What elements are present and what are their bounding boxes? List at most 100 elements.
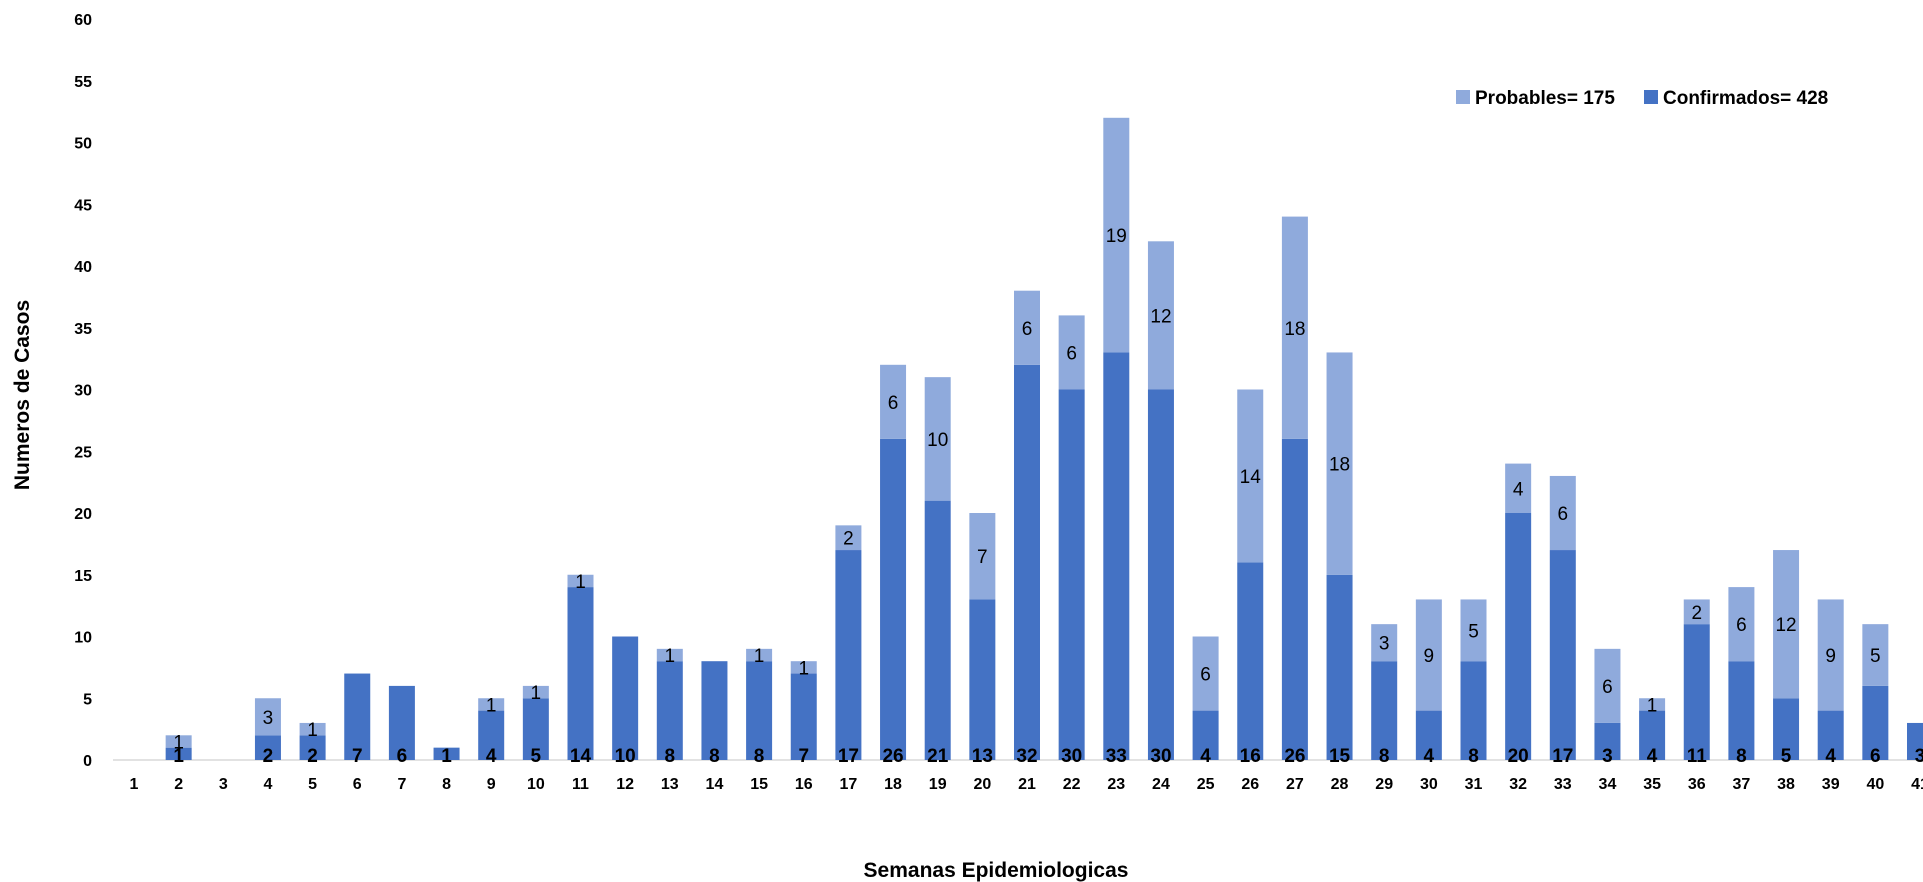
legend-swatch-probables (1456, 90, 1470, 104)
data-label-confirmados: 4 (1200, 746, 1211, 767)
data-label-probables: 9 (1825, 646, 1836, 667)
bar-confirmados (1415, 710, 1442, 760)
data-label-probables: 12 (1775, 615, 1796, 636)
bar-probables (567, 574, 594, 588)
data-label-confirmados: 30 (1150, 746, 1171, 767)
y-axis-ticks: 0 5 10 15 20 25 30 35 40 45 50 55 60 (74, 12, 92, 770)
bar-probables (1862, 624, 1889, 686)
x-tick-label: 3 (219, 776, 228, 793)
data-label-confirmados: 14 (570, 746, 592, 767)
bar-probables (1237, 389, 1264, 563)
bar-confirmados (1371, 661, 1398, 760)
bar-confirmados (790, 673, 817, 760)
bar-confirmados (1862, 685, 1889, 760)
bar-probables (790, 661, 817, 674)
data-label-probables: 9 (1424, 646, 1435, 667)
x-tick-label: 9 (487, 776, 496, 793)
data-label-confirmados: 8 (754, 746, 765, 767)
data-label-probables: 4 (1513, 479, 1524, 500)
bar-probables (924, 377, 951, 501)
data-label-confirmados: 8 (709, 746, 720, 767)
bar-probables (299, 722, 326, 736)
y-tick-label: 10 (74, 630, 92, 647)
bar-probables (254, 698, 281, 736)
y-axis-title: Numeros de Casos (11, 300, 34, 490)
x-tick-label: 2 (174, 776, 183, 793)
y-tick-label: 0 (83, 753, 92, 770)
bar-confirmados (1058, 389, 1085, 760)
bar-confirmados (1326, 574, 1353, 760)
data-label-confirmados: 16 (1240, 746, 1261, 767)
y-tick-label: 20 (74, 506, 92, 523)
data-label-confirmados: 11 (1687, 746, 1708, 767)
bar-confirmados (1237, 562, 1264, 760)
bar-confirmados (924, 500, 951, 760)
data-label-probables: 1 (486, 695, 497, 716)
bar-probables (1773, 550, 1800, 699)
legend-label-probables: Probables= 175 (1475, 88, 1615, 109)
legend-label-confirmados: Confirmados= 428 (1663, 88, 1828, 109)
bar-confirmados (388, 685, 415, 760)
data-label-probables: 6 (1022, 319, 1033, 340)
y-tick-label: 35 (74, 321, 92, 338)
data-label-probables: 6 (1200, 665, 1211, 686)
bar-probables (1817, 599, 1844, 711)
bar-confirmados (1639, 710, 1666, 760)
x-axis-ticks: 1 2 3 4 5 6 7 8 9 10 11 12 13 14 15 16 17 18 19 20 21 22 23 24 2… (130, 776, 1923, 793)
x-tick-label: 27 (1286, 776, 1304, 793)
x-tick-label: 24 (1152, 776, 1170, 793)
bar-probables (835, 525, 862, 551)
data-label-confirmados: 8 (665, 746, 676, 767)
bar-confirmados (1147, 389, 1174, 760)
bar-confirmados (1281, 438, 1308, 760)
x-tick-label: 38 (1777, 776, 1795, 793)
data-label-confirmados: 10 (615, 746, 636, 767)
x-tick-label: 7 (397, 776, 406, 793)
bar-confirmados (254, 735, 281, 760)
data-label-probables: 1 (531, 683, 542, 704)
x-tick-label: 18 (884, 776, 902, 793)
bar-probables (1103, 117, 1130, 353)
data-label-probables: 1 (1647, 695, 1658, 716)
x-tick-label: 20 (973, 776, 991, 793)
bar-probables (1505, 463, 1532, 513)
y-tick-label: 45 (74, 197, 92, 214)
data-label-probables: 1 (798, 658, 809, 679)
bar-confirmados (567, 587, 594, 760)
x-tick-label: 4 (263, 776, 272, 793)
data-label-confirmados: 4 (1424, 746, 1435, 767)
data-label-confirmados: 1 (441, 746, 452, 767)
data-label-probables: 6 (1736, 615, 1747, 636)
y-tick-label: 50 (74, 136, 92, 153)
legend: Probables= 175 Confirmados= 428 (1456, 88, 1828, 109)
bar-probables (522, 685, 549, 699)
bar-probables (1639, 698, 1666, 711)
data-label-confirmados: 21 (927, 746, 949, 767)
bar-confirmados (1907, 722, 1923, 760)
x-tick-label: 23 (1107, 776, 1125, 793)
data-label-probables: 7 (977, 547, 988, 568)
x-tick-label: 30 (1420, 776, 1438, 793)
x-tick-label: 41 (1911, 776, 1923, 793)
bar-confirmados (1014, 364, 1040, 760)
x-tick-label: 28 (1331, 776, 1349, 793)
bar-probables (1549, 475, 1576, 551)
bar-probables (478, 698, 505, 711)
x-tick-label: 31 (1465, 776, 1483, 793)
data-label-probables: 6 (1066, 343, 1077, 364)
bar-confirmados (880, 438, 907, 760)
data-label-probables: 5 (1468, 621, 1479, 642)
data-label-probables: 12 (1150, 306, 1171, 327)
y-tick-label: 30 (74, 383, 92, 400)
x-tick-label: 8 (442, 776, 451, 793)
bar-confirmados (1773, 698, 1800, 760)
data-label-confirmados: 15 (1329, 746, 1351, 767)
bar-confirmados (1728, 661, 1755, 760)
y-tick-label: 55 (74, 74, 92, 91)
data-label-confirmados: 26 (882, 746, 903, 767)
bar-probables (1728, 587, 1755, 662)
x-tick-label: 12 (616, 776, 634, 793)
x-tick-label: 15 (750, 776, 768, 793)
y-tick-label: 25 (74, 444, 92, 461)
data-label-confirmados: 30 (1061, 746, 1082, 767)
